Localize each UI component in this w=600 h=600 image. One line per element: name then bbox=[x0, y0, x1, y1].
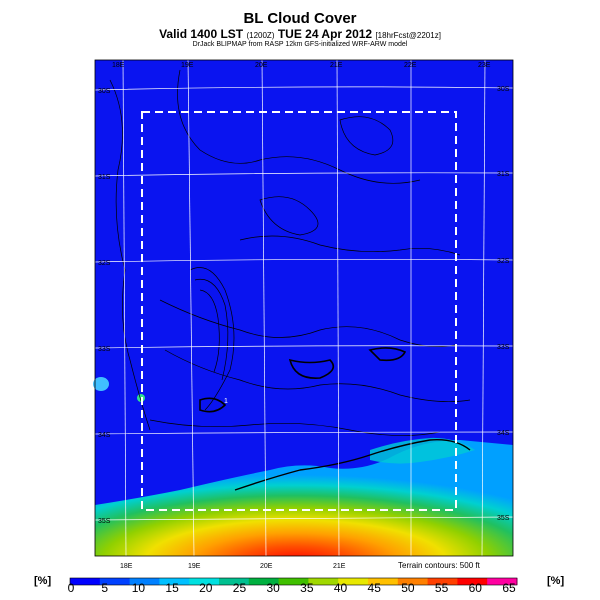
lon-label-top: 18E bbox=[112, 62, 125, 69]
lat-label-left: 34S bbox=[98, 432, 111, 439]
inner-domain-boundary bbox=[141, 111, 457, 511]
terrain-contour-note: Terrain contours: 500 ft bbox=[398, 561, 480, 570]
valid-label: Valid 1400 LST bbox=[159, 27, 244, 41]
lon-label-bottom: 19E bbox=[188, 563, 201, 570]
lat-label-right: 35S bbox=[497, 515, 510, 522]
colorbar-swatch bbox=[487, 578, 518, 585]
colorbar-swatch bbox=[70, 578, 101, 585]
colorbar-unit-left: [%] bbox=[34, 575, 52, 587]
colorbar-swatches bbox=[69, 577, 518, 586]
colorbar-tick-label: 40 bbox=[334, 581, 348, 595]
colorbar-swatch bbox=[129, 578, 160, 585]
colorbar-ticks: 0 5 10 15 20 25 30 35 40 45 50 55 60 65 bbox=[68, 581, 516, 595]
colorbar-tick-label: 50 bbox=[401, 581, 415, 595]
colorbar-tick-label: 5 bbox=[101, 581, 108, 595]
colorbar-tick-label: 45 bbox=[368, 581, 382, 595]
colorbar-tick-label: 0 bbox=[68, 581, 75, 595]
colorbar-tick-label: 25 bbox=[233, 581, 247, 595]
cloud-spot-west bbox=[93, 377, 109, 391]
lat-label-left: 31S bbox=[98, 174, 111, 181]
colorbar-swatch bbox=[427, 578, 458, 585]
colorbar-swatch bbox=[189, 578, 220, 585]
colorbar-swatch bbox=[219, 578, 250, 585]
lon-label-bottom: 21E bbox=[333, 563, 346, 570]
forecast-tag: [18hrFcst@2201z] bbox=[375, 31, 441, 40]
colorbar-swatch bbox=[248, 578, 280, 585]
chart-title: BL Cloud Cover bbox=[243, 10, 357, 27]
lon-label-bottom: 20E bbox=[260, 563, 273, 570]
cloud-field-coast bbox=[370, 437, 475, 464]
lat-label-left: 35S bbox=[98, 518, 111, 525]
map-frame bbox=[94, 59, 514, 557]
colorbar-unit-right: [%] bbox=[547, 575, 565, 587]
model-description: DrJack BLIPMAP from RASP 12km GFS-initia… bbox=[192, 41, 408, 48]
lon-label-top: 23E bbox=[478, 62, 491, 69]
lat-label-left: 30S bbox=[98, 88, 111, 95]
colorbar-swatch bbox=[368, 578, 399, 585]
colorbar-tick-label: 20 bbox=[199, 581, 213, 595]
lon-label-top: 19E bbox=[181, 62, 194, 69]
lon-label-top: 21E bbox=[330, 62, 343, 69]
lat-label-right: 34S bbox=[497, 430, 510, 437]
colorbar-frame bbox=[69, 577, 518, 586]
valid-time-line: Valid 1400 LST (1200Z) TUE 24 Apr 2012 [… bbox=[0, 27, 600, 41]
colorbar-swatch bbox=[308, 578, 339, 585]
colorbar-tick-label: 30 bbox=[266, 581, 280, 595]
colorbar-swatch bbox=[99, 578, 131, 585]
valid-date: TUE 24 Apr 2012 bbox=[277, 27, 373, 41]
colorbar-swatch bbox=[338, 578, 369, 585]
colorbar-swatch bbox=[397, 578, 429, 585]
valid-utc: (1200Z) bbox=[246, 31, 275, 40]
colorbar-tick-label: 35 bbox=[300, 581, 314, 595]
lon-labels-top: 18E 19E 20E 21E 22E 23E bbox=[112, 62, 491, 69]
lat-labels-right: 30S 31S 32S 33S 34S 35S bbox=[497, 86, 510, 522]
lat-label-left: 32S bbox=[98, 260, 111, 267]
lat-label-right: 30S bbox=[497, 86, 510, 93]
cloud-field-south bbox=[95, 440, 513, 556]
lon-label-top: 22E bbox=[404, 62, 417, 69]
colorbar-tick-label: 60 bbox=[469, 581, 483, 595]
lat-label-right: 32S bbox=[497, 258, 510, 265]
lat-labels-left: 30S 31S 32S 33S 34S 35S bbox=[98, 88, 111, 525]
lon-label-bottom: 18E bbox=[120, 563, 133, 570]
lat-label-left: 33S bbox=[98, 346, 111, 353]
colorbar-tick-label: 65 bbox=[502, 581, 516, 595]
lat-label-right: 33S bbox=[497, 344, 510, 351]
terrain-contours bbox=[109, 69, 471, 491]
lat-label-right: 31S bbox=[497, 171, 510, 178]
colorbar-swatch bbox=[159, 578, 190, 585]
colorbar-swatch bbox=[278, 578, 309, 585]
lon-labels-bottom: 18E 19E 20E 21E bbox=[120, 563, 346, 570]
lon-label-top: 20E bbox=[255, 62, 268, 69]
colorbar-tick-label: 10 bbox=[132, 581, 146, 595]
site-marker-label: 1 bbox=[224, 398, 228, 405]
colorbar-tick-label: 15 bbox=[165, 581, 179, 595]
colorbar-tick-label: 55 bbox=[435, 581, 449, 595]
colorbar-swatch bbox=[457, 578, 488, 585]
